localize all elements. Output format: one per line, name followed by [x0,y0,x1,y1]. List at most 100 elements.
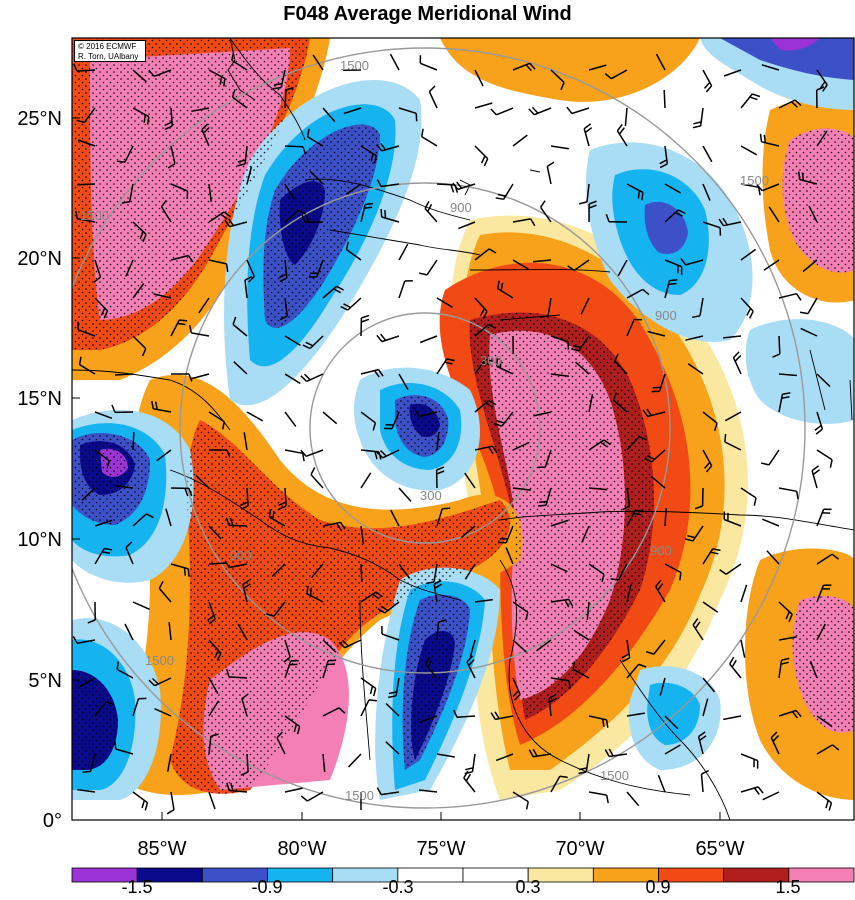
wind-barb-flag [379,450,387,457]
wind-barb-flag [76,119,85,124]
wind-barb-shaft [723,518,742,527]
wind-barb-shaft [724,411,742,422]
wind-barb-flag [361,314,370,319]
wind-barb-flag [531,106,539,114]
wind-barb-flag [223,211,231,218]
wind-barb-flag [296,726,301,735]
wind-barb-flag [237,163,246,167]
wind-barb-flag [219,76,223,85]
wind-barb-flag [572,661,576,670]
y-tick-25n: 25°N [17,108,62,130]
wind-barb-shaft [125,259,134,277]
wind-barb-flag [102,551,111,555]
wind-barb-flag [228,218,235,227]
wind-barb-flag [376,179,382,187]
wind-barb-shaft [474,248,490,261]
wind-barb-flag [216,653,222,661]
wind-barb-shaft [360,411,376,424]
wind-barb-flag [364,206,373,210]
stipple-west-band [170,420,510,794]
wind-barb-shaft [309,170,324,185]
wind-barb-shaft [132,513,147,527]
wind-barb-shaft [732,357,742,375]
colorbar-label-m0.9: -0.9 [251,877,282,897]
wind-barb-flag [231,52,235,61]
wind-barb-flag [100,307,106,316]
wind-barb-shaft [723,715,742,721]
wind-barb-flag [433,579,442,585]
wind-barb-shaft [802,259,818,273]
wind-barb-shaft [664,259,682,268]
wind-barb-shaft [580,297,590,315]
wind-barb-flag [305,214,310,223]
ring-label-900-d: 900 [650,543,672,558]
wind-barb-flag [376,787,382,795]
wind-barb-flag [326,663,336,666]
wind-barb-flag [272,510,275,520]
wind-barb-flag [306,585,309,594]
wind-barb-shaft [550,69,565,83]
wind-barb-flag [757,187,761,196]
wind-barb-shaft [496,107,514,116]
wind-barb-flag [229,517,234,526]
wind-barb-shaft [244,145,248,164]
wind-barb-flag [419,272,428,276]
wind-barb-flag [146,116,150,125]
wind-barb-shaft [170,183,188,192]
x-axis-labels: 85°W 80°W 75°W 70°W 65°W [137,838,744,860]
wind-barb-flag [144,802,149,811]
wind-barb-flag [712,548,721,552]
wind-barb-flag [675,211,683,217]
wind-barb-shaft [469,639,476,658]
wind-barb-shaft [586,183,590,202]
wind-barb-shaft [588,64,607,71]
wind-barb-flag [485,358,494,363]
wind-barb-flag [114,741,117,750]
wind-barb-shaft [740,297,754,312]
wind-barb-flag [82,770,91,774]
wind-barb-shaft [550,775,561,793]
wind-barb-flag [139,231,144,240]
wind-barb-flag [528,749,534,758]
wind-barb-shaft [770,737,780,755]
wind-barb-flag [225,263,229,273]
wind-barb-flag [370,153,374,162]
wind-barb-shaft [436,297,453,308]
wind-barb-shaft [692,525,704,542]
wind-barb-shaft [269,516,286,527]
wind-barb-shaft [723,335,742,339]
wind-barb-flag [380,208,383,218]
wind-barb-shaft [115,485,134,489]
wind-barb-shaft [132,107,150,118]
wind-barb-shaft [284,639,291,658]
wind-barb-shaft [763,259,780,271]
wind-barb-flag [121,200,130,204]
wind-barb-flag [722,217,728,226]
wind-barb-flag [309,587,313,596]
wind-barb-shaft [237,623,248,641]
wind-barb-shaft [360,677,377,690]
wind-barb-flag [801,172,805,181]
wind-barb-shaft [495,753,514,762]
wind-barb-flag [374,451,378,460]
wind-barb-flag [693,121,702,125]
wind-barb-shaft [170,791,175,810]
wind-barb-flag [604,749,610,757]
wind-barb-shaft [766,550,780,565]
wind-barb-flag [560,82,565,91]
wind-barb-flag [603,439,611,446]
wind-barb-flag [731,659,737,668]
wind-barb-flag [372,593,380,600]
wind-barb-shaft [344,639,362,649]
wind-barb-flag [104,547,113,551]
wind-barb-shaft [761,64,780,71]
wind-barb-shaft [360,563,363,583]
wind-barb-shaft [398,243,409,261]
wind-barb-shaft [208,562,228,565]
wind-barb-shaft [208,677,219,694]
wind-barb-shaft [617,259,628,277]
wind-barb-shaft [208,791,216,810]
wind-barb-flag [692,125,701,129]
wind-barb-shaft [547,297,552,316]
wind-barb-shaft [616,130,628,147]
